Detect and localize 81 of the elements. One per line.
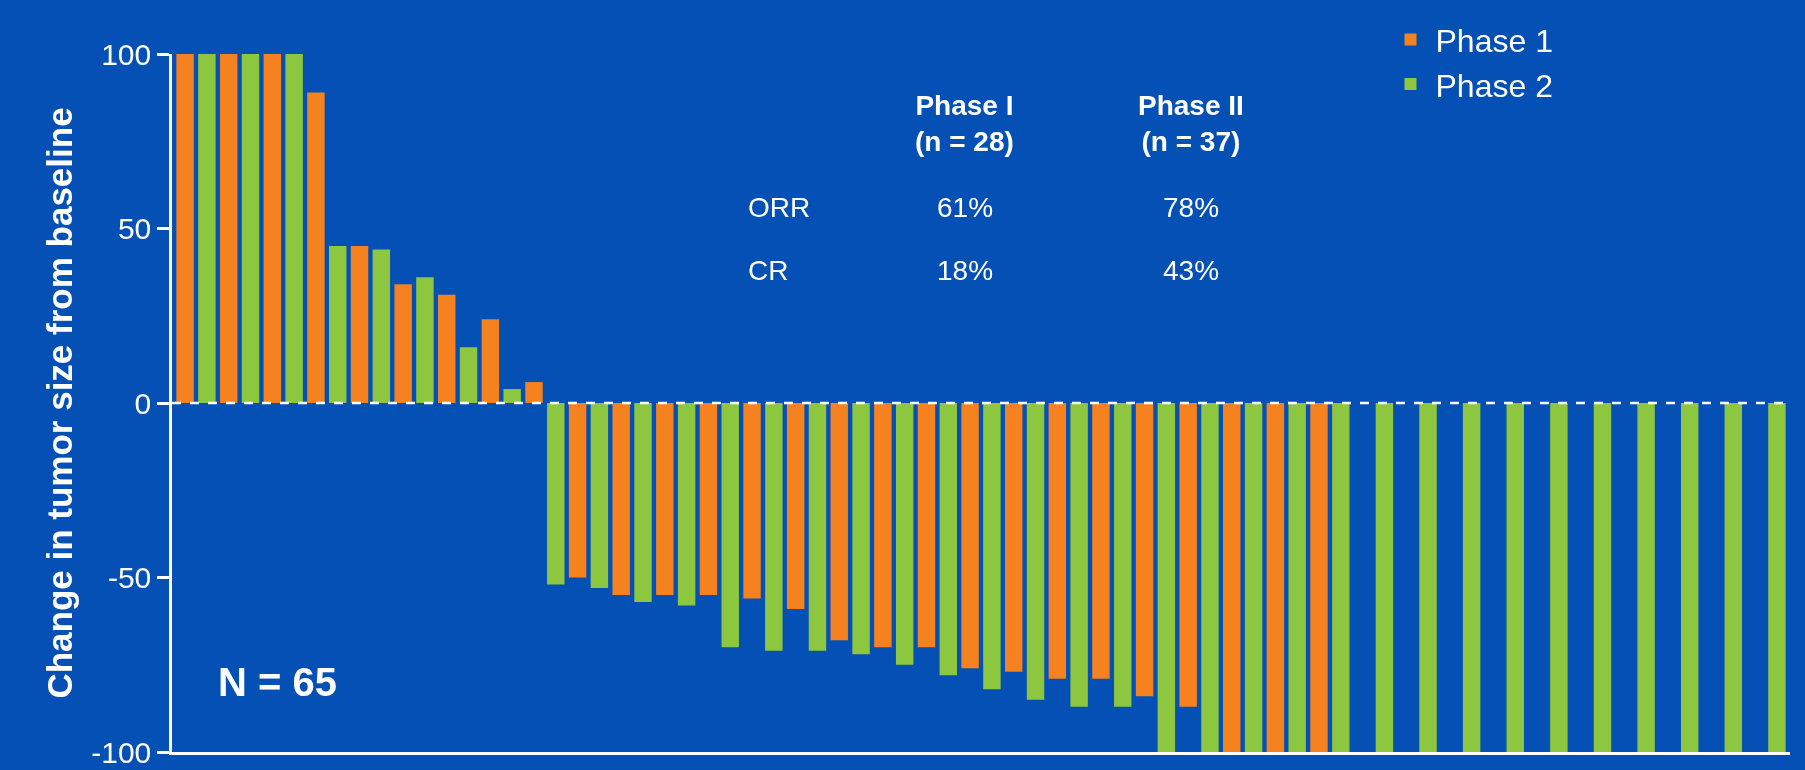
bar	[1135, 403, 1154, 697]
bar	[1768, 403, 1786, 752]
bar	[416, 277, 434, 403]
y-axis-title: Change in tumor size from baseline	[40, 107, 80, 699]
bar	[1506, 403, 1524, 752]
bar	[219, 54, 238, 403]
bar	[1310, 403, 1328, 752]
bar	[438, 294, 456, 403]
bar	[1680, 403, 1699, 752]
bar	[1462, 403, 1481, 752]
bar	[852, 403, 870, 655]
annotation: Phase I (n = 28)	[915, 90, 1014, 158]
bar	[808, 403, 827, 651]
y-tick-label: 50	[117, 212, 152, 245]
bar	[1724, 403, 1743, 752]
bar	[1026, 403, 1045, 700]
bar	[372, 249, 391, 403]
legend-label: Phase 2	[1435, 67, 1553, 104]
annotation: CR	[748, 255, 789, 286]
bar	[590, 403, 609, 588]
legend-label: Phase 1	[1435, 22, 1553, 59]
bar	[198, 54, 216, 403]
bar	[1070, 403, 1088, 707]
bar	[721, 403, 739, 648]
bar	[765, 403, 783, 651]
bar	[176, 54, 194, 403]
bar	[677, 403, 696, 606]
bar	[329, 245, 347, 403]
y-tick-label: -100	[91, 735, 152, 769]
bar	[1593, 403, 1612, 752]
annotation: 78%	[1163, 192, 1220, 223]
bar	[1092, 403, 1110, 679]
bar	[525, 382, 543, 403]
bar	[1375, 403, 1394, 752]
bar	[1223, 403, 1241, 752]
bar	[1419, 403, 1437, 752]
bar	[350, 245, 369, 403]
bar	[939, 403, 958, 676]
bar	[1288, 403, 1306, 752]
bar	[1157, 403, 1176, 752]
bar	[1048, 403, 1067, 679]
bar	[634, 403, 652, 602]
bar	[568, 403, 587, 578]
bar	[394, 284, 412, 403]
bar	[1637, 403, 1655, 752]
bar	[263, 54, 282, 403]
annotation: N = 65	[218, 660, 337, 704]
bar	[983, 403, 1001, 690]
bar	[830, 403, 848, 641]
bar	[1114, 403, 1132, 707]
bar	[917, 403, 936, 648]
bar	[503, 389, 521, 403]
bar	[612, 403, 630, 595]
annotation: 18%	[937, 255, 994, 286]
y-tick-label: -50	[107, 561, 152, 594]
bar	[1201, 403, 1219, 752]
bar	[1550, 403, 1568, 752]
bar	[1004, 403, 1023, 672]
bar	[656, 403, 674, 595]
bar	[241, 54, 260, 403]
bar	[1332, 403, 1350, 752]
bar	[481, 319, 500, 403]
annotation: 61%	[937, 192, 994, 223]
bar	[786, 403, 805, 609]
bar	[699, 403, 718, 595]
bar	[895, 403, 914, 665]
bar	[1244, 403, 1263, 752]
bar	[459, 347, 478, 403]
annotation: Phase II (n = 37)	[1138, 90, 1244, 158]
bar	[1179, 403, 1197, 707]
bar	[307, 92, 325, 403]
annotation: 43%	[1163, 255, 1220, 286]
y-tick-label: 0	[134, 386, 152, 420]
bar	[285, 54, 303, 403]
annotation: ORR	[748, 192, 811, 223]
bar	[547, 403, 565, 585]
y-tick-label: 100	[101, 37, 152, 71]
bar	[961, 403, 979, 669]
bar	[874, 403, 892, 648]
bar	[1266, 403, 1285, 752]
bar	[743, 403, 761, 599]
